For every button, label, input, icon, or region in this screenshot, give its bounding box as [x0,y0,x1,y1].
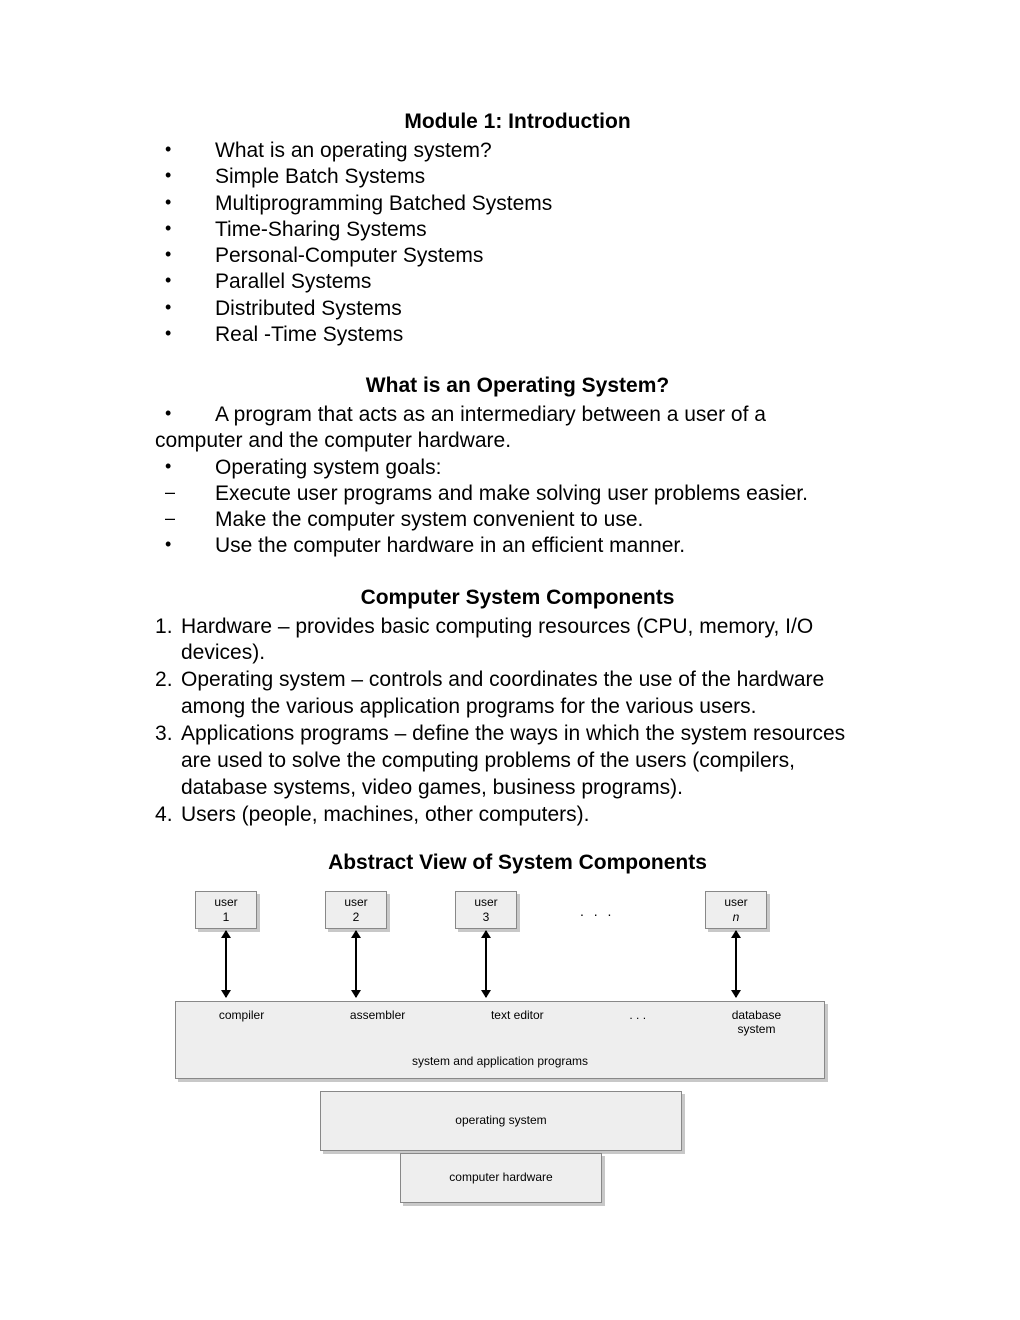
intro-bullet: Personal-Computer Systems [155,243,880,269]
diagram-os-box: operating system [320,1091,682,1151]
diagram-user-box: usern [705,891,767,929]
os-text: computer and the computer hardware. [155,428,880,454]
intro-bullet: Time-Sharing Systems [155,217,880,243]
os-item: Execute user programs and make solving u… [155,481,880,507]
diagram-hardware-box: computer hardware [400,1153,602,1203]
diagram-system-label: system and application programs [412,1054,588,1068]
os-item: Operating system goals: [155,455,880,481]
diagram-ellipsis: . . . [580,903,614,919]
system-diagram: user1 user2 user3 usern . . . compiler assembl… [160,881,840,1201]
os-item: Use the computer hardware in an efficien… [155,533,880,559]
section-os-heading: What is an Operating System? [155,374,880,398]
diagram-arrow [225,931,227,997]
diagram-program-label: . . . [629,1008,646,1037]
component-item: Operating system – controls and coordina… [155,667,880,721]
components-list: Hardware – provides basic computing reso… [155,614,880,829]
diagram-user-box: user2 [325,891,387,929]
diagram-program-label: compiler [219,1008,264,1037]
os-description: A program that acts as an intermediary b… [155,402,880,560]
component-item: Users (people, machines, other computers… [155,802,880,829]
intro-bullet: Real -Time Systems [155,322,880,348]
diagram-user-box: user1 [195,891,257,929]
diagram-system-programs-box: compiler assembler text editor . . . databas… [175,1001,825,1079]
component-item: Applications programs – define the ways … [155,721,880,802]
diagram-arrow [485,931,487,997]
intro-bullet: Distributed Systems [155,296,880,322]
diagram-program-label: databasesystem [732,1008,781,1037]
intro-list: What is an operating system?Simple Batch… [155,138,880,348]
os-item: A program that acts as an intermediary b… [155,402,880,428]
intro-bullet: Parallel Systems [155,269,880,295]
section-abstract-heading: Abstract View of System Components [155,851,880,875]
component-item: Hardware – provides basic computing reso… [155,614,880,668]
diagram-arrow [735,931,737,997]
diagram-user-box: user3 [455,891,517,929]
intro-bullet: Multiprogramming Batched Systems [155,191,880,217]
intro-bullet: What is an operating system? [155,138,880,164]
os-item: Make the computer system convenient to u… [155,507,880,533]
diagram-program-label: text editor [491,1008,544,1037]
section-components-heading: Computer System Components [155,586,880,610]
diagram-arrow [355,931,357,997]
module-title: Module 1: Introduction [155,110,880,134]
intro-bullet: Simple Batch Systems [155,164,880,190]
diagram-program-label: assembler [350,1008,405,1037]
